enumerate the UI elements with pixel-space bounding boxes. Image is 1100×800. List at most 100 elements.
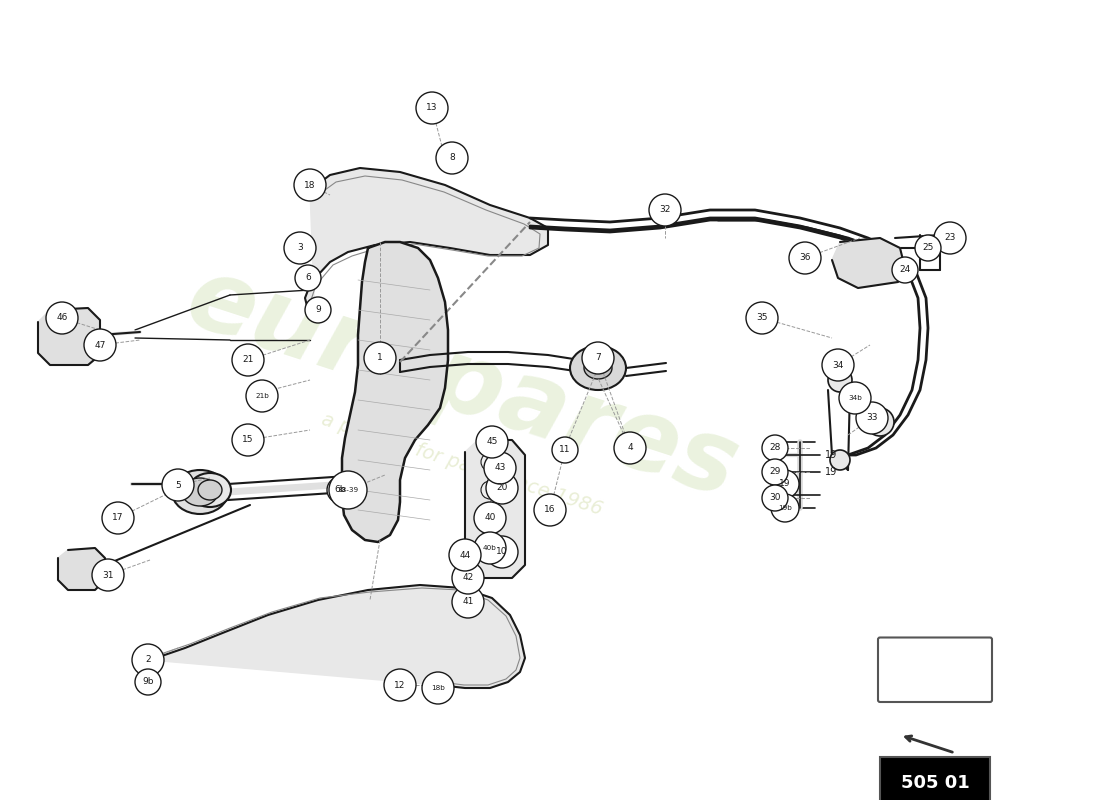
- Text: 18: 18: [305, 181, 316, 190]
- Circle shape: [329, 471, 367, 509]
- Circle shape: [534, 494, 566, 526]
- Circle shape: [132, 644, 164, 676]
- Ellipse shape: [584, 357, 612, 379]
- Text: europares: europares: [175, 250, 749, 518]
- Text: 5: 5: [175, 481, 180, 490]
- Text: 9: 9: [315, 306, 321, 314]
- Circle shape: [135, 669, 161, 695]
- Ellipse shape: [570, 346, 626, 390]
- Circle shape: [771, 470, 799, 498]
- Text: 6b: 6b: [334, 486, 345, 494]
- Text: 33: 33: [867, 414, 878, 422]
- Circle shape: [452, 586, 484, 618]
- Circle shape: [474, 532, 506, 564]
- Text: 38-39: 38-39: [338, 487, 359, 493]
- Text: 34: 34: [833, 361, 844, 370]
- Text: 19: 19: [779, 479, 791, 489]
- Circle shape: [822, 349, 854, 381]
- Circle shape: [327, 477, 353, 503]
- Circle shape: [481, 511, 499, 529]
- Text: 9b: 9b: [142, 678, 154, 686]
- Text: 44: 44: [460, 550, 471, 559]
- Circle shape: [552, 437, 578, 463]
- Text: 4: 4: [627, 443, 632, 453]
- Circle shape: [452, 562, 484, 594]
- Circle shape: [384, 669, 416, 701]
- Circle shape: [481, 539, 499, 557]
- Circle shape: [481, 453, 499, 471]
- FancyBboxPatch shape: [878, 638, 992, 702]
- Circle shape: [295, 265, 321, 291]
- Circle shape: [828, 368, 852, 392]
- Circle shape: [476, 426, 508, 458]
- Circle shape: [839, 382, 871, 414]
- Text: 19: 19: [825, 467, 837, 477]
- Polygon shape: [342, 242, 448, 542]
- Ellipse shape: [189, 473, 231, 507]
- Text: 1: 1: [377, 354, 383, 362]
- Polygon shape: [58, 548, 104, 590]
- Circle shape: [746, 302, 778, 334]
- Circle shape: [294, 169, 326, 201]
- Text: 23: 23: [944, 234, 956, 242]
- Text: 28: 28: [769, 443, 781, 453]
- Ellipse shape: [172, 470, 228, 514]
- Text: 505 01: 505 01: [901, 774, 969, 791]
- Circle shape: [416, 92, 448, 124]
- Circle shape: [232, 424, 264, 456]
- Circle shape: [830, 450, 850, 470]
- Circle shape: [232, 344, 264, 376]
- Text: 41: 41: [462, 598, 474, 606]
- Circle shape: [162, 469, 194, 501]
- Circle shape: [246, 380, 278, 412]
- Text: 18b: 18b: [431, 685, 444, 691]
- Circle shape: [762, 459, 788, 485]
- Polygon shape: [305, 168, 548, 322]
- Text: 30: 30: [769, 494, 781, 502]
- Text: 13: 13: [427, 103, 438, 113]
- Circle shape: [934, 222, 966, 254]
- Text: 8: 8: [449, 154, 455, 162]
- Text: 19b: 19b: [778, 505, 792, 511]
- Text: 2: 2: [145, 655, 151, 665]
- Circle shape: [582, 342, 614, 374]
- Circle shape: [284, 232, 316, 264]
- Text: 7: 7: [595, 354, 601, 362]
- Text: a passion for parts since 1986: a passion for parts since 1986: [319, 410, 605, 518]
- Text: 40: 40: [484, 514, 496, 522]
- Text: 40b: 40b: [483, 545, 497, 551]
- Ellipse shape: [198, 480, 222, 500]
- Text: 34b: 34b: [848, 395, 862, 401]
- Text: 46: 46: [56, 314, 68, 322]
- Text: 19: 19: [825, 450, 837, 460]
- Circle shape: [474, 502, 506, 534]
- Text: 6: 6: [305, 274, 311, 282]
- Text: 47: 47: [95, 341, 106, 350]
- Text: 32: 32: [659, 206, 671, 214]
- Circle shape: [84, 329, 116, 361]
- Text: 16: 16: [544, 506, 556, 514]
- Circle shape: [305, 297, 331, 323]
- Text: 43: 43: [494, 463, 506, 473]
- Text: 42: 42: [462, 574, 474, 582]
- Circle shape: [856, 402, 888, 434]
- Circle shape: [649, 194, 681, 226]
- Circle shape: [762, 485, 788, 511]
- Text: 12: 12: [394, 681, 406, 690]
- Polygon shape: [39, 308, 100, 365]
- Circle shape: [481, 481, 499, 499]
- Circle shape: [422, 672, 454, 704]
- Text: 11: 11: [559, 446, 571, 454]
- Text: 29: 29: [769, 467, 781, 477]
- Text: 10: 10: [496, 547, 508, 557]
- Circle shape: [771, 494, 799, 522]
- Bar: [880, 757, 990, 800]
- Text: 3: 3: [297, 243, 302, 253]
- Circle shape: [486, 536, 518, 568]
- Polygon shape: [832, 238, 905, 288]
- Text: 17: 17: [112, 514, 123, 522]
- Text: 21: 21: [242, 355, 254, 365]
- Circle shape: [484, 452, 516, 484]
- Polygon shape: [150, 585, 525, 688]
- Circle shape: [789, 242, 821, 274]
